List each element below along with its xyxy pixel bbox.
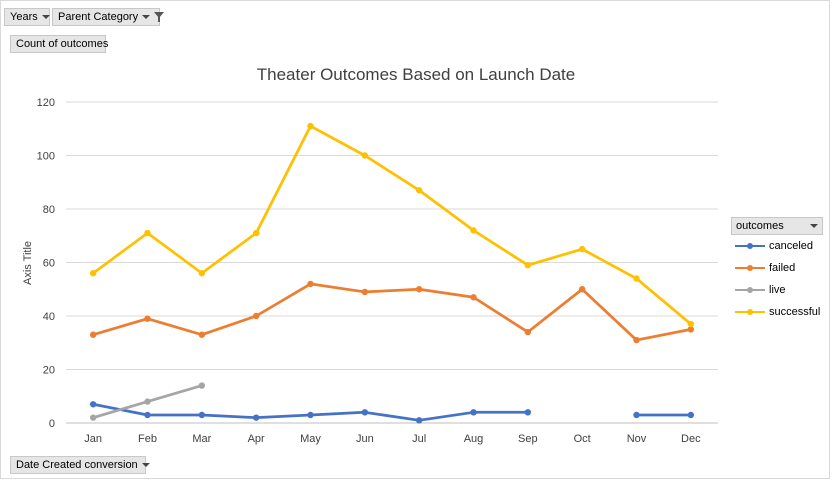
data-point-canceled	[470, 409, 477, 416]
dropdown-arrow-icon	[41, 15, 50, 19]
value-field-button[interactable]: Count of outcomes	[10, 35, 109, 53]
y-tick-label: 40	[43, 311, 55, 323]
value-field-label: Count of outcomes	[16, 38, 109, 50]
data-point-failed	[252, 312, 260, 320]
x-tick-label: Sep	[518, 433, 538, 445]
data-point-successful	[578, 245, 586, 253]
series-canceled	[89, 401, 695, 424]
data-point-canceled	[524, 409, 532, 416]
data-point-failed	[89, 331, 97, 338]
legend-label: successful	[769, 306, 821, 318]
data-point-successful	[633, 275, 640, 282]
series-line-failed	[91, 282, 693, 342]
dropdown-arrow-icon	[810, 224, 818, 228]
legend: outcomes canceled failed live successful	[731, 217, 823, 323]
data-point-live	[89, 414, 97, 421]
x-tick-label: Apr	[248, 433, 265, 445]
data-point-canceled	[633, 411, 640, 419]
legend-item-successful: successful	[731, 301, 823, 323]
x-tick-label: Jun	[356, 433, 374, 445]
gridlines	[66, 101, 718, 424]
x-tick-label: Aug	[464, 433, 484, 445]
data-point-successful	[470, 227, 477, 234]
x-tick-label: Feb	[138, 433, 157, 445]
data-point-live	[144, 398, 151, 405]
x-tick-labels: Jan Feb Mar Apr May Jun Jul Aug Sep Oct Nov Dec	[84, 433, 701, 445]
data-point-live	[198, 382, 206, 389]
data-point-canceled	[252, 414, 260, 421]
data-point-failed	[524, 328, 532, 336]
data-point-failed	[578, 286, 586, 293]
x-tick-label: Jan	[84, 433, 102, 445]
y-axis-title: Axis Title	[22, 241, 34, 285]
legend-swatch	[735, 263, 765, 273]
data-point-canceled	[687, 411, 695, 419]
y-tick-label: 120	[37, 97, 55, 109]
legend-label: failed	[769, 262, 796, 274]
data-point-successful	[198, 270, 206, 277]
data-point-successful	[144, 229, 151, 237]
legend-header-label: outcomes	[736, 220, 784, 232]
legend-swatch	[735, 307, 765, 317]
data-point-failed	[470, 294, 477, 301]
y-tick-labels: 0 20 40 60 80 100 120	[37, 97, 55, 430]
series-live	[89, 382, 206, 421]
y-tick-label: 0	[49, 418, 55, 430]
data-point-successful	[524, 261, 532, 269]
data-point-successful	[687, 320, 695, 328]
chart-title: Theater Outcomes Based on Launch Date	[257, 65, 575, 84]
axis-field-button[interactable]: Date Created conversion	[10, 456, 150, 474]
data-point-canceled	[144, 411, 151, 419]
years-filter-button[interactable]: Years	[4, 8, 50, 26]
data-point-failed	[687, 326, 695, 333]
data-point-successful	[415, 187, 423, 194]
data-point-successful	[361, 152, 369, 159]
x-tick-label: Dec	[681, 433, 701, 445]
legend-swatch	[735, 285, 765, 295]
data-point-successful	[252, 229, 260, 237]
y-tick-label: 80	[43, 204, 55, 216]
data-point-canceled	[361, 409, 369, 416]
dropdown-arrow-icon	[141, 463, 150, 467]
data-point-failed	[307, 280, 314, 288]
x-tick-label: Mar	[192, 433, 211, 445]
data-point-failed	[415, 286, 423, 293]
legend-item-live: live	[731, 279, 823, 301]
series-group	[89, 122, 695, 424]
data-point-successful	[89, 270, 97, 277]
x-tick-label: Nov	[627, 433, 647, 445]
y-tick-label: 60	[43, 258, 55, 270]
parent-category-filter-label: Parent Category	[58, 11, 139, 23]
series-successful	[89, 122, 695, 328]
legend-items: canceled failed live successful	[731, 235, 823, 323]
data-point-failed	[198, 331, 206, 338]
data-point-canceled	[415, 417, 423, 424]
data-point-canceled	[89, 401, 97, 408]
legend-item-canceled: canceled	[731, 235, 823, 257]
data-point-failed	[633, 336, 640, 344]
series-line-successful	[91, 124, 693, 326]
legend-label: live	[769, 284, 786, 296]
data-point-failed	[361, 288, 369, 296]
data-point-successful	[307, 122, 314, 130]
years-filter-label: Years	[10, 11, 38, 23]
axis-field-label: Date Created conversion	[16, 459, 138, 471]
x-tick-label: Oct	[574, 433, 591, 445]
data-point-failed	[144, 315, 151, 322]
legend-swatch	[735, 241, 765, 251]
y-tick-label: 20	[43, 365, 55, 377]
legend-label: canceled	[769, 240, 814, 252]
dropdown-arrow-icon	[142, 15, 151, 19]
data-point-canceled	[307, 411, 314, 419]
legend-item-failed: failed	[731, 257, 823, 279]
y-tick-label: 100	[37, 151, 55, 163]
x-tick-label: May	[300, 433, 321, 445]
x-tick-label: Jul	[412, 433, 426, 445]
parent-category-filter-button[interactable]: Parent Category	[52, 8, 165, 26]
series-failed	[89, 280, 695, 344]
data-point-canceled	[198, 411, 206, 419]
legend-filter-button[interactable]: outcomes	[731, 217, 823, 235]
